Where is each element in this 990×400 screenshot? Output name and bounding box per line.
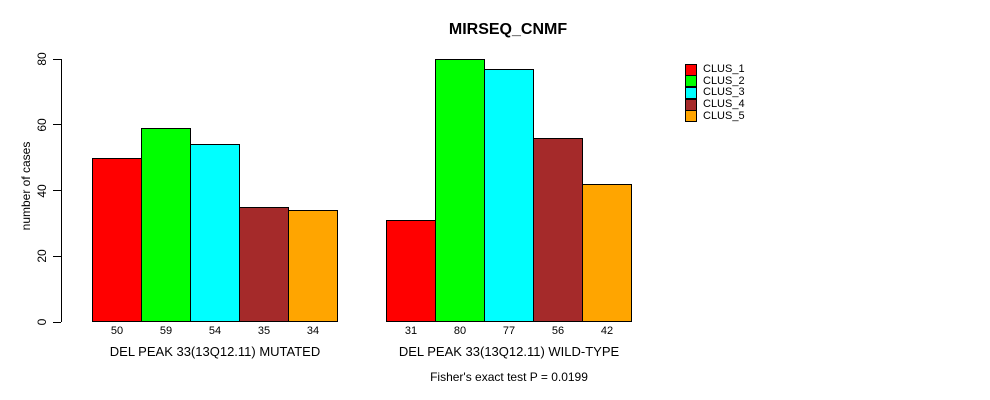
legend-swatch	[685, 63, 697, 76]
group-axis-label: DEL PEAK 33(13Q12.11) WILD-TYPE	[398, 344, 620, 359]
legend-item-label: CLUS_3	[703, 86, 745, 99]
y-axis-tick-label: 60	[35, 118, 49, 132]
y-axis-tick	[53, 255, 61, 257]
legend-item-label: CLUS_1	[703, 63, 745, 76]
legend-item-label: CLUS_4	[703, 98, 745, 111]
bar-clus_1-group2	[386, 220, 436, 322]
bar-value-label: 31	[404, 325, 418, 337]
y-axis-tick	[53, 321, 61, 323]
y-axis-tick-label: 80	[35, 52, 49, 66]
legend-item: CLUS_3	[685, 86, 745, 99]
legend-swatch	[685, 110, 697, 123]
y-axis-tick	[53, 58, 61, 60]
bar-value-label: 42	[600, 325, 614, 337]
y-axis-line	[61, 59, 62, 322]
legend-swatch	[685, 86, 697, 99]
legend: CLUS_1 CLUS_2 CLUS_3 CLUS_4 CLUS_5	[685, 63, 745, 123]
bar-clus_1-group1	[92, 157, 142, 322]
bar-value-label: 34	[306, 325, 320, 337]
bar-value-label: 50	[110, 325, 124, 337]
bar-clus_2-group2	[435, 59, 485, 322]
bar-clus_5-group2	[582, 183, 632, 322]
y-axis-tick	[53, 124, 61, 126]
bar-clus_3-group1	[190, 144, 240, 322]
bar-value-label: 35	[257, 325, 271, 337]
y-axis-label: number of cases	[19, 141, 33, 231]
y-axis-tick-label: 20	[35, 249, 49, 263]
fisher-test-annotation: Fisher's exact test P = 0.0199	[430, 370, 588, 384]
bar-value-label: 59	[159, 325, 173, 337]
chart-title: MIRSEQ_CNMF	[448, 21, 568, 38]
legend-item-label: CLUS_5	[703, 109, 745, 122]
y-axis-tick	[53, 190, 61, 191]
bar-value-label: 54	[208, 325, 222, 337]
bar-value-label: 56	[551, 325, 565, 337]
bar-clus_4-group1	[239, 206, 289, 322]
y-axis-tick-label: 0	[35, 318, 49, 326]
legend-item: CLUS_1	[685, 63, 745, 76]
y-axis-tick-label: 40	[35, 183, 49, 198]
bar-value-label: 80	[453, 325, 467, 337]
bar-clus_5-group1	[288, 210, 338, 322]
bar-clus_2-group1	[141, 128, 191, 322]
legend-swatch	[685, 75, 697, 88]
bar-clus_3-group2	[484, 68, 534, 322]
legend-item: CLUS_5	[685, 109, 745, 123]
bar-clus_4-group2	[533, 137, 583, 322]
legend-item: CLUS_4	[685, 98, 745, 111]
legend-swatch	[685, 98, 697, 111]
legend-item-label: CLUS_2	[703, 74, 745, 87]
bar-value-label: 77	[502, 325, 516, 337]
legend-item: CLUS_2	[685, 74, 745, 88]
group-axis-label: DEL PEAK 33(13Q12.11) MUTATED	[109, 344, 321, 359]
